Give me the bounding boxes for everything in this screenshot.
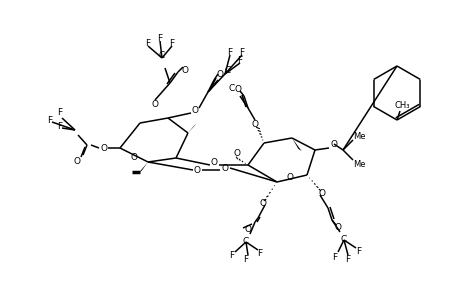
Text: C: C [340, 236, 347, 244]
Text: F: F [57, 122, 62, 130]
Text: O: O [334, 223, 341, 232]
Text: F: F [332, 253, 337, 262]
Text: C: C [224, 65, 230, 74]
Text: O: O [233, 148, 240, 158]
Text: C: C [229, 83, 235, 92]
Text: O: O [251, 119, 258, 128]
Text: O: O [259, 200, 266, 208]
Polygon shape [140, 106, 156, 123]
Text: Me: Me [352, 160, 364, 169]
Text: O: O [100, 143, 107, 152]
Text: F: F [157, 34, 162, 43]
Text: O: O [181, 65, 188, 74]
Text: F: F [239, 47, 244, 56]
Text: O: O [330, 140, 337, 148]
Text: Me: Me [352, 131, 364, 140]
Text: CH₃: CH₃ [393, 100, 409, 109]
Text: O: O [210, 158, 217, 166]
Text: O: O [244, 226, 251, 235]
Text: O: O [286, 173, 293, 182]
Text: F: F [145, 38, 150, 47]
Text: C: C [242, 238, 249, 247]
Text: F: F [345, 256, 350, 265]
Text: F: F [237, 56, 242, 64]
Text: F: F [47, 116, 52, 124]
Text: F: F [169, 38, 174, 47]
Text: F: F [356, 248, 361, 256]
Text: O: O [130, 152, 137, 161]
Text: F: F [57, 107, 62, 116]
Polygon shape [138, 162, 148, 174]
Text: O: O [318, 190, 325, 199]
Text: F: F [227, 47, 232, 56]
Text: F: F [243, 256, 248, 265]
Polygon shape [188, 124, 196, 133]
Text: O: O [151, 100, 158, 109]
Text: O: O [221, 164, 228, 172]
Text: O: O [191, 106, 198, 115]
Polygon shape [291, 138, 301, 151]
Text: F: F [257, 250, 262, 259]
Text: O: O [216, 70, 223, 79]
Text: O: O [234, 85, 241, 94]
Text: C: C [158, 50, 165, 59]
Text: O: O [73, 157, 80, 166]
Text: O: O [193, 166, 200, 175]
Text: F: F [229, 251, 234, 260]
